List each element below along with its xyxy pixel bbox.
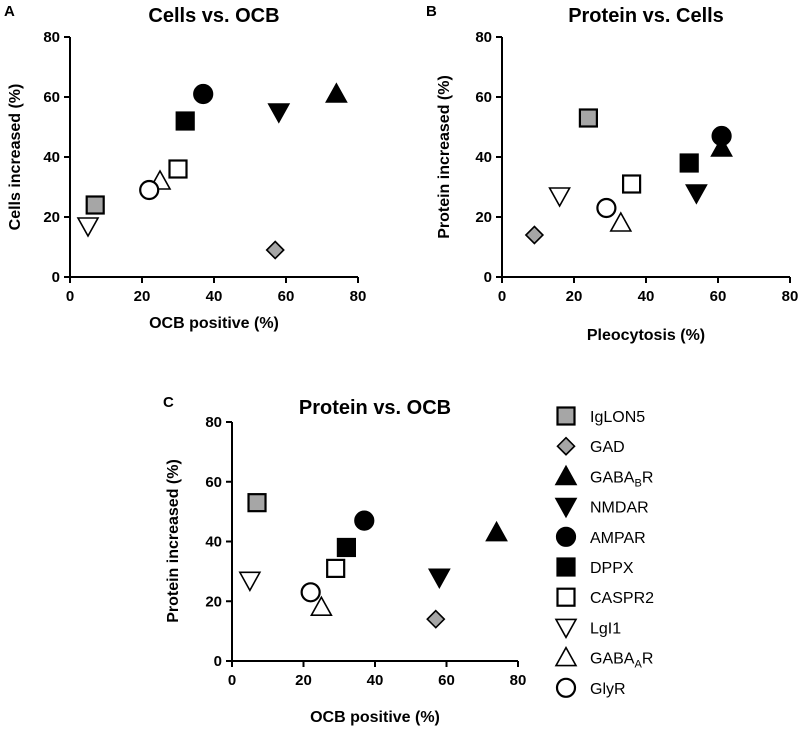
legend-label-dppx: DPPX	[590, 560, 634, 577]
y-tick-label-a: 40	[43, 149, 60, 166]
legend: IgLON5 GAD GABABR NMDAR AMPAR DPPX CASPR2 LgI1 G…	[554, 406, 654, 698]
legend-marker-iglon5	[556, 406, 576, 426]
x-tick-label-c: 60	[438, 672, 455, 689]
y-tick-label-c: 80	[205, 414, 222, 431]
point-gababr-c	[485, 520, 508, 542]
y-tick-label-c: 60	[205, 474, 222, 491]
point-iglon5-a	[85, 195, 105, 215]
legend-label-lgi1: LgI1	[590, 620, 621, 637]
legend-marker-gababr	[554, 464, 578, 486]
point-gad-a	[265, 240, 285, 260]
x-tick-label-a: 0	[66, 288, 74, 305]
x-tick-label-b: 0	[498, 288, 506, 305]
plot-title-c: Protein vs. OCB	[299, 397, 451, 419]
point-gad-b	[524, 225, 545, 245]
x-tick-label-a: 60	[278, 288, 295, 305]
legend-label-ampar: AMPAR	[590, 530, 646, 547]
y-axis-label-c: Protein increased (%)	[165, 459, 182, 623]
x-axis-label-b: Pleocytosis (%)	[587, 327, 705, 344]
legend-label-gababr: GABABR	[590, 469, 653, 489]
legend-marker-nmdar	[554, 497, 578, 519]
plot-title-b: Protein vs. Cells	[568, 5, 724, 27]
point-glyr-b	[596, 197, 617, 219]
x-tick-label-b: 40	[638, 288, 655, 305]
legend-label-gabaar: GABAAR	[590, 651, 653, 671]
point-gababr-a	[325, 82, 348, 103]
x-tick-label-a: 20	[134, 288, 151, 305]
x-tick-label-b: 60	[710, 288, 727, 305]
x-tick-label-c: 20	[295, 672, 312, 689]
point-gabaar-c	[310, 595, 333, 617]
x-tick-label-c: 40	[367, 672, 384, 689]
legend-label-glyr: GlyR	[590, 681, 626, 698]
panel-a: A Cells vs. OCB OCB positive (%) Cells i…	[4, 3, 366, 332]
panel-letter-a: A	[4, 3, 15, 20]
point-nmdar-c	[427, 568, 451, 589]
point-gababr-b	[710, 136, 733, 157]
y-tick-label-a: 60	[43, 89, 60, 106]
x-axis-label-c: OCB positive (%)	[310, 709, 440, 726]
legend-marker-caspr2	[556, 587, 576, 607]
x-tick-label-b: 80	[782, 288, 799, 305]
panel-c: C Protein vs. OCB OCB positive (%) Prote…	[163, 394, 526, 726]
y-tick-label-a: 80	[43, 29, 60, 46]
y-tick-label-a: 20	[43, 209, 60, 226]
point-ampar-a	[193, 83, 214, 105]
legend-marker-ampar	[555, 526, 577, 547]
point-glyr-a	[139, 179, 160, 201]
y-tick-label-c: 20	[205, 593, 222, 610]
point-lgi1-c	[238, 571, 262, 592]
point-glyr-c	[300, 582, 321, 603]
legend-label-nmdar: NMDAR	[590, 500, 649, 517]
y-tick-label-b: 0	[484, 269, 492, 286]
point-iglon5-b	[578, 108, 599, 128]
panel-b: B Protein vs. Cells Pleocytosis (%) Prot…	[426, 3, 798, 344]
legend-marker-lgi1	[554, 618, 578, 640]
point-dppx-b	[679, 153, 699, 173]
legend-label-caspr2: CASPR2	[590, 590, 654, 607]
x-tick-label-a: 80	[350, 288, 367, 305]
x-tick-label-a: 40	[206, 288, 223, 305]
legend-marker-gad	[556, 436, 576, 456]
x-tick-label-c: 80	[510, 672, 527, 689]
legend-marker-glyr	[555, 677, 577, 698]
panel-letter-b: B	[426, 3, 437, 20]
point-dppx-c	[336, 537, 356, 558]
point-lgi1-a	[76, 217, 100, 238]
point-gad-c	[426, 609, 446, 629]
y-tick-label-b: 20	[475, 209, 492, 226]
legend-marker-dppx	[556, 557, 576, 577]
point-gabaar-b	[609, 211, 633, 232]
point-caspr2-a	[168, 159, 188, 179]
x-axis-label-a: OCB positive (%)	[149, 315, 279, 332]
legend-marker-gabaar	[554, 645, 578, 667]
point-iglon5-c	[247, 493, 267, 513]
y-tick-label-c: 0	[214, 653, 222, 670]
x-tick-label-c: 0	[228, 672, 236, 689]
legend-label-iglon5: IgLON5	[590, 409, 645, 426]
point-nmdar-a	[267, 103, 291, 124]
y-axis-label-a: Cells increased (%)	[7, 84, 24, 231]
point-ampar-c	[354, 510, 375, 531]
point-nmdar-b	[685, 184, 708, 205]
x-tick-label-b: 20	[566, 288, 583, 305]
plot-title-a: Cells vs. OCB	[148, 5, 279, 27]
legend-label-gad: GAD	[590, 439, 625, 456]
y-tick-label-a: 0	[52, 269, 60, 286]
y-tick-label-c: 40	[205, 534, 222, 551]
panel-letter-c: C	[163, 394, 174, 411]
y-tick-label-b: 40	[475, 149, 492, 166]
point-lgi1-b	[548, 187, 571, 208]
point-caspr2-b	[621, 174, 642, 194]
y-tick-label-b: 80	[475, 29, 492, 46]
point-ampar-b	[711, 125, 732, 147]
point-caspr2-c	[326, 558, 346, 578]
point-dppx-a	[175, 111, 195, 131]
y-tick-label-b: 60	[475, 89, 492, 106]
y-axis-label-b: Protein increased (%)	[436, 75, 453, 239]
